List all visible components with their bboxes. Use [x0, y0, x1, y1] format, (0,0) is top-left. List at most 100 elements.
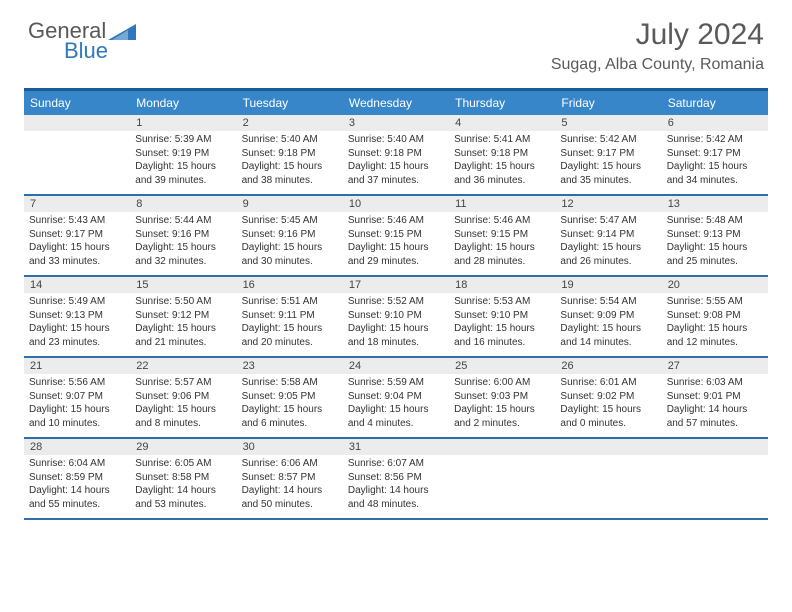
day-cell: Sunrise: 5:52 AMSunset: 9:10 PMDaylight:…	[343, 293, 449, 356]
logo-text-blue: Blue	[64, 38, 108, 64]
sunrise-text: Sunrise: 6:01 AM	[560, 376, 656, 390]
day-header-monday: Monday	[130, 91, 236, 115]
day-number: 21	[24, 358, 130, 374]
daylight1-text: Daylight: 15 hours	[242, 322, 338, 336]
daylight2-text: and 16 minutes.	[454, 336, 550, 350]
day-number: 23	[237, 358, 343, 374]
sunrise-text: Sunrise: 6:03 AM	[667, 376, 763, 390]
sunset-text: Sunset: 9:02 PM	[560, 390, 656, 404]
sunrise-text: Sunrise: 5:50 AM	[135, 295, 231, 309]
daylight1-text: Daylight: 15 hours	[242, 241, 338, 255]
day-header-row: Sunday Monday Tuesday Wednesday Thursday…	[24, 91, 768, 115]
day-number	[24, 115, 130, 131]
sunset-text: Sunset: 9:07 PM	[29, 390, 125, 404]
logo: General Blue	[28, 18, 138, 60]
day-number: 16	[237, 277, 343, 293]
day-cell: Sunrise: 5:48 AMSunset: 9:13 PMDaylight:…	[662, 212, 768, 275]
day-number: 25	[449, 358, 555, 374]
location-text: Sugag, Alba County, Romania	[551, 56, 764, 74]
day-header-tuesday: Tuesday	[237, 91, 343, 115]
day-number: 27	[662, 358, 768, 374]
daylight1-text: Daylight: 15 hours	[667, 160, 763, 174]
day-number: 10	[343, 196, 449, 212]
sunrise-text: Sunrise: 5:53 AM	[454, 295, 550, 309]
day-number-band: 123456	[24, 115, 768, 131]
sunrise-text: Sunrise: 5:46 AM	[348, 214, 444, 228]
sunrise-text: Sunrise: 5:43 AM	[29, 214, 125, 228]
sunrise-text: Sunrise: 5:58 AM	[242, 376, 338, 390]
day-number: 8	[130, 196, 236, 212]
sunset-text: Sunset: 9:17 PM	[667, 147, 763, 161]
sunset-text: Sunset: 9:19 PM	[135, 147, 231, 161]
day-cell: Sunrise: 5:41 AMSunset: 9:18 PMDaylight:…	[449, 131, 555, 194]
sunrise-text: Sunrise: 5:44 AM	[135, 214, 231, 228]
sunrise-text: Sunrise: 5:54 AM	[560, 295, 656, 309]
daylight2-text: and 6 minutes.	[242, 417, 338, 431]
sunset-text: Sunset: 9:15 PM	[348, 228, 444, 242]
day-cell: Sunrise: 5:40 AMSunset: 9:18 PMDaylight:…	[343, 131, 449, 194]
day-cell: Sunrise: 5:44 AMSunset: 9:16 PMDaylight:…	[130, 212, 236, 275]
daylight1-text: Daylight: 15 hours	[560, 322, 656, 336]
daylight1-text: Daylight: 15 hours	[667, 241, 763, 255]
daylight2-text: and 57 minutes.	[667, 417, 763, 431]
daylight2-text: and 33 minutes.	[29, 255, 125, 269]
info-row: Sunrise: 5:39 AMSunset: 9:19 PMDaylight:…	[24, 131, 768, 194]
calendar-table: Sunday Monday Tuesday Wednesday Thursday…	[24, 88, 768, 520]
daylight1-text: Daylight: 15 hours	[29, 241, 125, 255]
day-cell: Sunrise: 5:55 AMSunset: 9:08 PMDaylight:…	[662, 293, 768, 356]
day-cell: Sunrise: 5:58 AMSunset: 9:05 PMDaylight:…	[237, 374, 343, 437]
sunrise-text: Sunrise: 5:48 AM	[667, 214, 763, 228]
daylight2-text: and 29 minutes.	[348, 255, 444, 269]
sunset-text: Sunset: 9:13 PM	[667, 228, 763, 242]
sunrise-text: Sunrise: 5:42 AM	[560, 133, 656, 147]
day-number: 14	[24, 277, 130, 293]
day-cell: Sunrise: 5:45 AMSunset: 9:16 PMDaylight:…	[237, 212, 343, 275]
day-number	[662, 439, 768, 455]
daylight2-text: and 21 minutes.	[135, 336, 231, 350]
daylight2-text: and 26 minutes.	[560, 255, 656, 269]
month-title: July 2024	[551, 18, 764, 52]
daylight1-text: Daylight: 15 hours	[242, 403, 338, 417]
daylight2-text: and 30 minutes.	[242, 255, 338, 269]
daylight1-text: Daylight: 15 hours	[242, 160, 338, 174]
day-number-band: 78910111213	[24, 196, 768, 212]
daylight1-text: Daylight: 15 hours	[454, 241, 550, 255]
sunset-text: Sunset: 9:18 PM	[348, 147, 444, 161]
day-cell	[662, 455, 768, 518]
day-header-thursday: Thursday	[449, 91, 555, 115]
day-cell: Sunrise: 5:42 AMSunset: 9:17 PMDaylight:…	[662, 131, 768, 194]
day-cell: Sunrise: 6:01 AMSunset: 9:02 PMDaylight:…	[555, 374, 661, 437]
daylight1-text: Daylight: 15 hours	[560, 160, 656, 174]
day-cell: Sunrise: 5:43 AMSunset: 9:17 PMDaylight:…	[24, 212, 130, 275]
daylight2-text: and 20 minutes.	[242, 336, 338, 350]
sunrise-text: Sunrise: 5:46 AM	[454, 214, 550, 228]
daylight2-text: and 53 minutes.	[135, 498, 231, 512]
daylight1-text: Daylight: 15 hours	[348, 322, 444, 336]
day-number: 7	[24, 196, 130, 212]
day-number: 11	[449, 196, 555, 212]
daylight1-text: Daylight: 15 hours	[560, 241, 656, 255]
sunset-text: Sunset: 9:11 PM	[242, 309, 338, 323]
sunrise-text: Sunrise: 5:45 AM	[242, 214, 338, 228]
day-cell: Sunrise: 5:56 AMSunset: 9:07 PMDaylight:…	[24, 374, 130, 437]
sunset-text: Sunset: 8:59 PM	[29, 471, 125, 485]
sunrise-text: Sunrise: 6:04 AM	[29, 457, 125, 471]
daylight1-text: Daylight: 15 hours	[135, 322, 231, 336]
day-cell: Sunrise: 5:59 AMSunset: 9:04 PMDaylight:…	[343, 374, 449, 437]
daylight2-text: and 25 minutes.	[667, 255, 763, 269]
day-number: 26	[555, 358, 661, 374]
day-header-friday: Friday	[555, 91, 661, 115]
day-cell: Sunrise: 5:42 AMSunset: 9:17 PMDaylight:…	[555, 131, 661, 194]
day-number: 31	[343, 439, 449, 455]
sunset-text: Sunset: 9:13 PM	[29, 309, 125, 323]
daylight2-text: and 50 minutes.	[242, 498, 338, 512]
day-header-wednesday: Wednesday	[343, 91, 449, 115]
sunrise-text: Sunrise: 6:07 AM	[348, 457, 444, 471]
day-number: 9	[237, 196, 343, 212]
daylight2-text: and 55 minutes.	[29, 498, 125, 512]
sunrise-text: Sunrise: 5:49 AM	[29, 295, 125, 309]
sunrise-text: Sunrise: 5:56 AM	[29, 376, 125, 390]
sunset-text: Sunset: 9:12 PM	[135, 309, 231, 323]
day-cell: Sunrise: 6:03 AMSunset: 9:01 PMDaylight:…	[662, 374, 768, 437]
day-number-band: 14151617181920	[24, 277, 768, 293]
